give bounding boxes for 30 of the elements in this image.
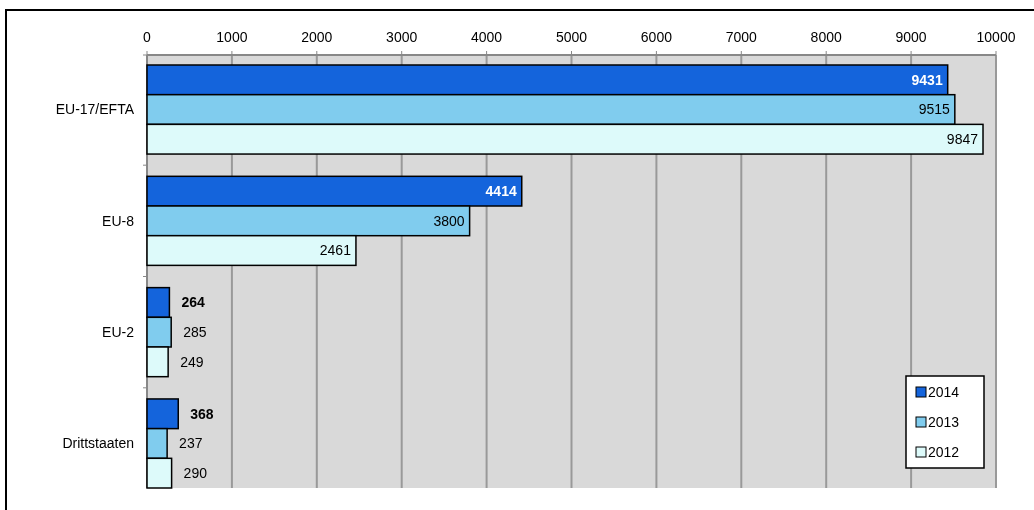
data-label: 285	[183, 324, 207, 341]
data-label: 2461	[319, 242, 352, 259]
data-label: 9515	[918, 101, 951, 118]
x-tick-label: 8000	[810, 29, 842, 45]
x-tick-label: 0	[143, 29, 152, 45]
x-tick-label: 6000	[640, 29, 673, 45]
data-label: 249	[180, 353, 204, 370]
data-label: 290	[183, 465, 208, 482]
x-tick-label: 4000	[471, 29, 503, 45]
x-tick-label: 3000	[386, 29, 418, 45]
y-tick-label: Drittstaaten	[62, 435, 134, 452]
data-label: 3800	[433, 212, 465, 229]
x-tick-label: 10000	[976, 29, 1016, 45]
x-tick-label: 9000	[895, 29, 927, 45]
legend-label: 2014	[928, 383, 960, 400]
y-tick-label: EU-17/EFTA	[55, 101, 135, 118]
x-tick-label: 1000	[216, 29, 248, 45]
legend-label: 2013	[928, 413, 960, 430]
data-label: 237	[179, 435, 203, 452]
y-tick-label: EU-2	[102, 324, 135, 341]
legend-label: 2012	[928, 443, 960, 460]
x-tick-label: 5000	[555, 29, 588, 45]
data-label: 4414	[485, 183, 517, 200]
data-label: 9847	[946, 131, 979, 148]
x-tick-label: 7000	[725, 29, 758, 45]
data-label: 264	[181, 294, 205, 311]
data-label: 9431	[911, 71, 943, 88]
data-label: 368	[190, 405, 214, 422]
y-tick-label: EU-8	[102, 212, 135, 229]
x-tick-label: 2000	[301, 29, 333, 45]
